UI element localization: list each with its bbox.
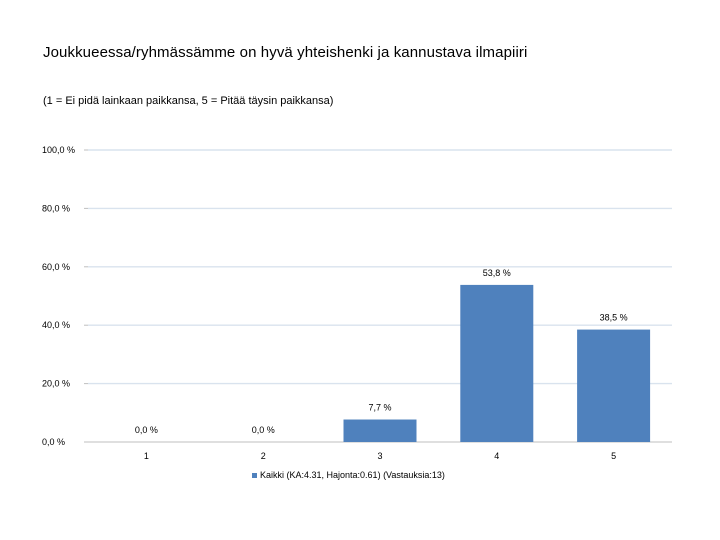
y-tick-label: 80,0 % xyxy=(42,203,70,213)
bar xyxy=(460,284,534,442)
x-tick-label: 3 xyxy=(377,451,382,461)
data-label: 0,0 % xyxy=(252,425,275,435)
data-label: 38,5 % xyxy=(600,313,628,323)
legend-swatch xyxy=(252,472,257,478)
chart-legend: Kaikki (KA:4.31, Hajonta:0.61) (Vastauks… xyxy=(252,470,445,480)
chart-title: Joukkueessa/ryhmässämme on hyvä yhteishe… xyxy=(43,44,528,61)
chart-subtitle: (1 = Ei pidä lainkaan paikkansa, 5 = Pit… xyxy=(43,95,334,107)
y-tick-label: 40,0 % xyxy=(42,320,70,330)
bar xyxy=(343,419,417,442)
x-tick-label: 1 xyxy=(144,451,149,461)
x-tick-label: 2 xyxy=(261,451,266,461)
y-tick-label: 100,0 % xyxy=(42,145,75,155)
y-tick-label: 60,0 % xyxy=(42,262,70,272)
bar xyxy=(577,329,651,442)
x-tick-label: 5 xyxy=(611,451,616,461)
x-tick-label: 4 xyxy=(494,451,499,461)
y-tick-label: 0,0 % xyxy=(42,437,65,447)
data-label: 7,7 % xyxy=(368,403,391,413)
y-tick-label: 20,0 % xyxy=(42,379,70,389)
data-label: 53,8 % xyxy=(483,268,511,278)
data-label: 0,0 % xyxy=(135,425,158,435)
legend-label: Kaikki (KA:4.31, Hajonta:0.61) (Vastauks… xyxy=(260,470,445,480)
